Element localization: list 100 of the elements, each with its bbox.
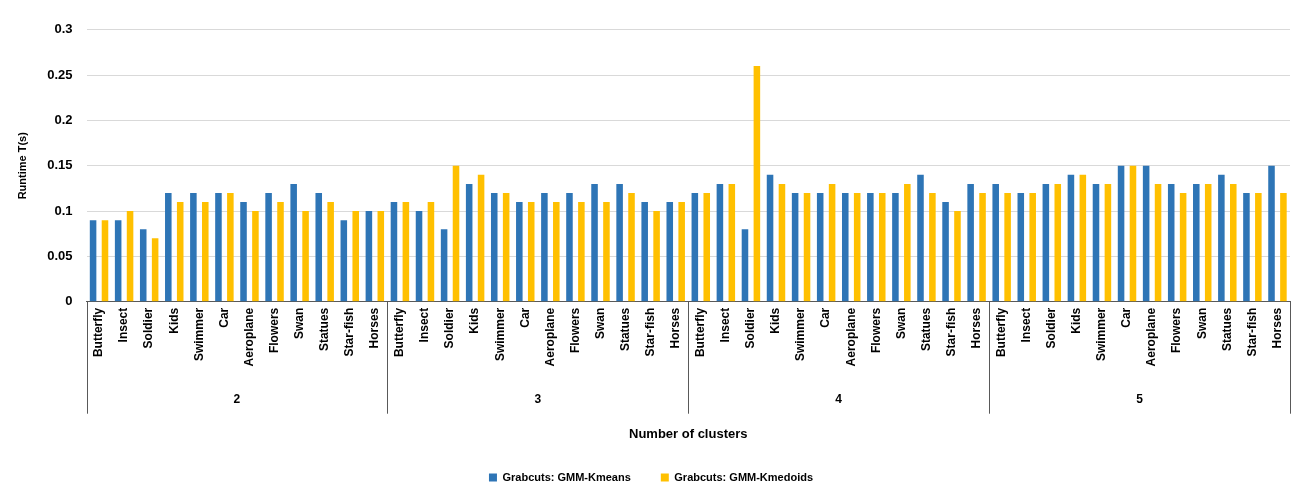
x-tick-label: Swan xyxy=(1194,307,1209,340)
y-tick-label: 0.1 xyxy=(54,202,73,218)
y-tick-label: 0 xyxy=(65,293,73,309)
x-tick-label: Swan xyxy=(893,307,908,340)
x-tick-label: Car xyxy=(1119,307,1134,328)
x-tick-label: Statues xyxy=(918,307,933,352)
bar xyxy=(691,192,699,302)
bar xyxy=(591,183,598,302)
bar xyxy=(265,192,272,302)
bar xyxy=(992,183,999,302)
bar xyxy=(917,174,924,302)
x-tick-label: Star-fish xyxy=(342,307,357,357)
bar xyxy=(1230,183,1237,302)
bar xyxy=(527,202,535,302)
bar xyxy=(352,211,359,302)
bar xyxy=(816,192,824,302)
bar xyxy=(678,202,685,302)
x-tick-label: Flowers xyxy=(868,307,883,354)
x-tick-label: Statues xyxy=(1219,307,1234,352)
bar xyxy=(89,220,97,302)
x-tick-label: Kids xyxy=(166,307,181,334)
legend-label: Grabcuts: GMM-Kmedoids xyxy=(674,470,814,483)
x-tick-label: Swan xyxy=(291,307,306,340)
x-tick-label: Statues xyxy=(317,307,332,352)
x-tick-label: Butterfly xyxy=(392,307,407,358)
bar xyxy=(566,192,573,302)
bar xyxy=(904,183,911,302)
bar xyxy=(290,183,297,302)
x-tick-label: Insect xyxy=(417,307,432,343)
x-tick-label: Butterfly xyxy=(993,307,1008,358)
text: 2 xyxy=(233,392,241,407)
x-tick-label: Car xyxy=(517,307,532,328)
bar xyxy=(1092,183,1100,302)
y-tick-label: 0.05 xyxy=(47,247,73,263)
x-tick-label: Swimmer xyxy=(793,307,808,362)
bar xyxy=(1204,183,1212,302)
y-tick-label: 0.15 xyxy=(47,157,73,173)
x-tick-label: Insect xyxy=(718,307,733,343)
x-tick-label: Car xyxy=(818,307,833,328)
bar xyxy=(867,192,874,302)
x-tick-label: Horses xyxy=(668,307,683,349)
x-tick-label: Horses xyxy=(968,307,983,349)
bar xyxy=(842,192,849,302)
bar xyxy=(578,202,585,302)
bar xyxy=(803,192,811,302)
text: 4 xyxy=(835,392,843,407)
bar xyxy=(1268,165,1275,302)
x-tick-label: Star-fish xyxy=(1244,307,1259,357)
bar xyxy=(641,202,648,302)
bar xyxy=(1142,165,1150,302)
bar xyxy=(202,202,209,302)
bar xyxy=(1104,183,1112,302)
x-tick-label: Car xyxy=(216,307,231,328)
x-tick-label: Soldier xyxy=(141,307,156,349)
x-tick-label: Star-fish xyxy=(642,307,657,357)
bar xyxy=(1154,183,1162,302)
bar xyxy=(666,202,674,302)
x-tick-label: Statues xyxy=(617,307,632,352)
bar xyxy=(277,202,284,302)
bar xyxy=(1218,174,1225,302)
bar xyxy=(1280,192,1287,302)
bar xyxy=(1054,183,1062,302)
bar xyxy=(967,183,974,302)
bar xyxy=(979,192,986,302)
x-tick-label: Insect xyxy=(1019,307,1034,343)
bar xyxy=(1067,174,1075,302)
bar xyxy=(151,238,159,302)
x-tick-label: Swan xyxy=(592,307,607,340)
bar xyxy=(227,192,234,302)
bar xyxy=(190,192,197,302)
x-tick-label: Aeroplane xyxy=(1144,307,1159,367)
bar xyxy=(1129,165,1137,302)
bar xyxy=(1042,183,1050,302)
bar xyxy=(340,220,348,302)
x-tick-label: Swimmer xyxy=(492,307,507,362)
bar xyxy=(828,183,836,302)
bar xyxy=(1167,183,1175,302)
bar xyxy=(315,192,323,302)
x-tick-label: Horses xyxy=(367,307,382,349)
bar xyxy=(716,183,724,302)
y-tick-label: 0.2 xyxy=(54,112,73,128)
x-tick-label: Soldier xyxy=(442,307,457,349)
bar xyxy=(427,202,435,302)
text: 5 xyxy=(1136,392,1144,407)
bar xyxy=(1243,192,1250,302)
bar xyxy=(215,192,222,302)
bar xyxy=(252,211,259,302)
x-tick-label: Horses xyxy=(1269,307,1284,349)
x-tick-label: Flowers xyxy=(266,307,281,354)
x-tick-label: Butterfly xyxy=(91,307,106,358)
bar xyxy=(101,220,109,302)
bar xyxy=(653,211,660,302)
bar xyxy=(516,202,523,302)
bar xyxy=(452,165,460,302)
x-axis-title: Number of clusters xyxy=(629,425,748,441)
bar xyxy=(365,211,373,302)
bar xyxy=(603,202,610,302)
bar xyxy=(628,192,635,302)
x-tick-label: Butterfly xyxy=(693,307,708,358)
bar xyxy=(1255,192,1262,302)
